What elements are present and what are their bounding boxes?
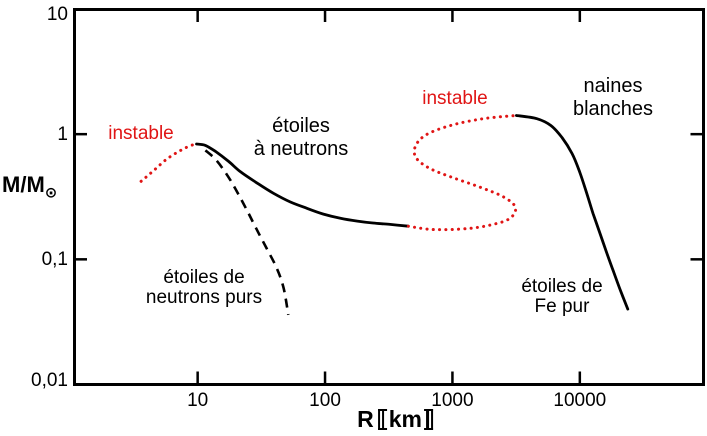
x-tick-label-1000: 1000 xyxy=(431,390,474,411)
close-white-bracket xyxy=(423,409,433,430)
instable-middle-curve xyxy=(406,114,518,232)
curves-group xyxy=(139,114,630,316)
white-dwarfs-label: naines blanches xyxy=(573,75,653,121)
x-axis-title-text: R xyxy=(357,406,374,432)
y-tick-label-0,01: 0,01 xyxy=(31,369,68,391)
pure-neutron-stars-label-line2: neutrons purs xyxy=(145,287,263,308)
y-tick-label-1: 1 xyxy=(57,123,68,145)
pure-neutron-stars-label-line1: étoiles de xyxy=(163,267,245,288)
y-axis-title: M/M⊙ xyxy=(2,172,57,201)
y-tick-label-0,1: 0,1 xyxy=(41,248,68,270)
y-tick-label-10: 10 xyxy=(46,3,68,25)
iron-stars-label: étoiles de Fe pur xyxy=(521,277,602,317)
etoiles-neutrons-purs-curve xyxy=(204,149,290,316)
neutron-stars-label-line1: étoiles xyxy=(272,115,330,137)
pure-neutron-stars-label: étoiles de neutrons purs xyxy=(146,268,262,308)
white-dwarfs-label-line2: blanches xyxy=(572,98,654,120)
iron-stars-label-line2: Fe pur xyxy=(534,296,590,317)
etoiles-a-neutrons-curve xyxy=(195,142,410,228)
white-dwarfs-label-line1: naines xyxy=(583,75,643,97)
x-tick-label-100: 100 xyxy=(309,390,341,411)
open-white-bracket xyxy=(377,409,387,430)
x-axis-unit-text: km xyxy=(388,406,422,432)
instable-label-left: instable xyxy=(108,123,174,144)
x-tick-label-10000: 10000 xyxy=(553,390,607,411)
neutron-stars-label: étoiles à neutrons xyxy=(254,115,349,161)
instable-label-middle: instable xyxy=(422,88,488,109)
iron-stars-label-line1: étoiles de xyxy=(521,276,603,297)
instable-left-curve xyxy=(139,142,198,183)
neutron-stars-label-line2: à neutrons xyxy=(253,138,349,160)
y-axis-title-text: M/M xyxy=(2,172,45,197)
plot-frame xyxy=(73,8,705,386)
sun-symbol: ⊙ xyxy=(44,183,58,202)
x-tick-label-10: 10 xyxy=(187,390,209,411)
axis-ticks xyxy=(75,10,702,383)
naines-blanches-curve xyxy=(515,114,630,311)
